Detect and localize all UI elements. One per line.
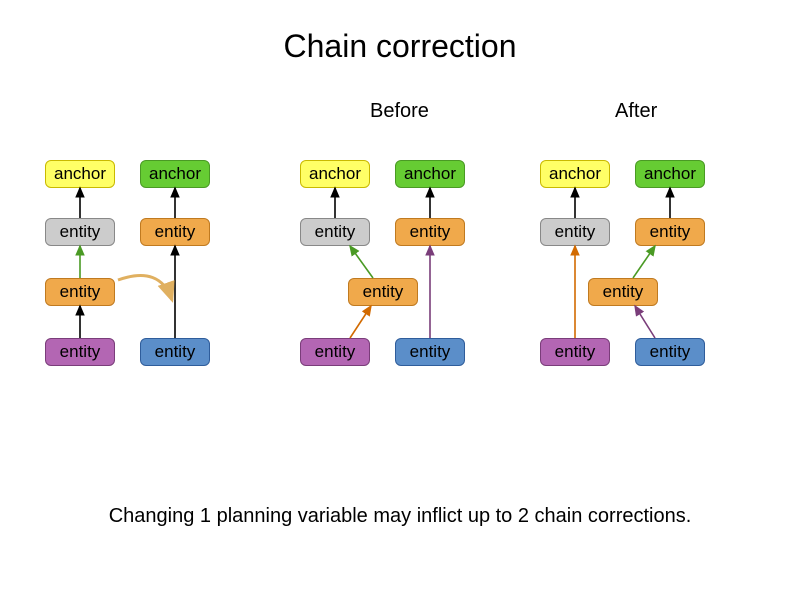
- diagram-node: entity: [540, 338, 610, 366]
- panel-label: After: [615, 100, 657, 123]
- diagram-node: entity: [395, 338, 465, 366]
- diagram-node: entity: [588, 278, 658, 306]
- diagram-node: anchor: [395, 160, 465, 188]
- arrow: [635, 306, 655, 338]
- diagram-node: entity: [140, 218, 210, 246]
- caption-text: Changing 1 planning variable may inflict…: [0, 505, 800, 528]
- move-arrow: [118, 276, 172, 301]
- panel-label: Before: [370, 100, 429, 123]
- diagram-node: entity: [140, 338, 210, 366]
- diagram-node: entity: [348, 278, 418, 306]
- diagram-node: entity: [45, 218, 115, 246]
- diagram-node: entity: [45, 278, 115, 306]
- diagram-node: anchor: [45, 160, 115, 188]
- diagram-node: anchor: [635, 160, 705, 188]
- diagram-node: entity: [45, 338, 115, 366]
- diagram-node: anchor: [540, 160, 610, 188]
- arrow: [633, 246, 655, 278]
- diagram-node: anchor: [140, 160, 210, 188]
- diagram-node: entity: [635, 338, 705, 366]
- page-title: Chain correction: [0, 0, 800, 65]
- diagram-node: entity: [635, 218, 705, 246]
- diagram-node: anchor: [300, 160, 370, 188]
- diagram-node: entity: [300, 218, 370, 246]
- diagram-node: entity: [395, 218, 465, 246]
- arrow: [350, 246, 373, 278]
- arrow: [350, 306, 371, 338]
- diagram-node: entity: [540, 218, 610, 246]
- diagram-node: entity: [300, 338, 370, 366]
